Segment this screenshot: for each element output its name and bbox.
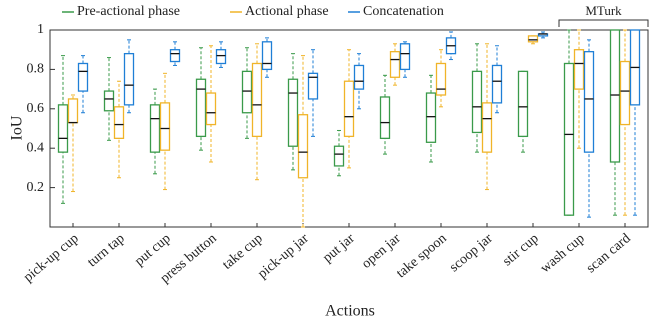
y-axis-label: IoU [9, 115, 26, 140]
box [205, 92, 217, 126]
annotation-label: MTurk [585, 3, 622, 18]
y-tick-label: 0.8 [27, 62, 45, 77]
box [353, 64, 365, 90]
box [435, 62, 447, 96]
box [113, 106, 125, 140]
x-tick-label: wash cup [538, 231, 588, 276]
box [399, 43, 411, 71]
box [379, 96, 391, 140]
box [583, 51, 595, 153]
box [389, 51, 401, 78]
box [425, 92, 437, 143]
x-tick-label: scoop jar [447, 231, 496, 275]
box [333, 145, 345, 167]
box [491, 64, 503, 104]
box [67, 98, 79, 124]
box [481, 102, 493, 153]
x-tick-label: turn tap [85, 231, 128, 270]
box [307, 72, 319, 100]
box [573, 49, 585, 90]
x-axis-label: Actions [325, 303, 375, 320]
box [149, 104, 161, 153]
box [471, 70, 483, 134]
x-tick-label: pick-up cup [21, 231, 82, 285]
box [77, 62, 89, 92]
x-tick-label: put cup [132, 231, 174, 269]
box [609, 29, 621, 163]
box [343, 80, 355, 138]
legend-label: Actional phase [245, 4, 329, 19]
box [169, 49, 181, 63]
box [215, 49, 227, 65]
box [517, 70, 529, 138]
box [103, 90, 115, 112]
y-tick-label: 0.6 [27, 101, 45, 116]
box [251, 62, 263, 138]
x-tick-label: pick-up jar [255, 231, 312, 282]
y-tick-label: 0.2 [27, 180, 45, 195]
legend-label: Pre-actional phase [77, 4, 180, 19]
box [159, 102, 171, 151]
legend-label: Concatenation [363, 4, 444, 19]
x-tick-label: scan card [584, 231, 634, 276]
box [563, 62, 575, 216]
x-tick-label: open jar [359, 231, 404, 272]
box [287, 78, 299, 147]
x-tick-label: stir cup [500, 231, 542, 269]
box [241, 70, 253, 114]
annotation-bracket [558, 19, 649, 27]
y-tick-label: 1 [37, 22, 44, 37]
box [527, 35, 539, 43]
x-tick-label: take spoon [394, 231, 450, 281]
box [619, 60, 631, 126]
box [261, 41, 273, 71]
box [297, 114, 309, 179]
box [195, 78, 207, 138]
box [57, 104, 69, 153]
y-tick-label: 0.4 [27, 140, 45, 155]
box [123, 52, 135, 106]
x-tick-label: put jar [320, 231, 358, 266]
